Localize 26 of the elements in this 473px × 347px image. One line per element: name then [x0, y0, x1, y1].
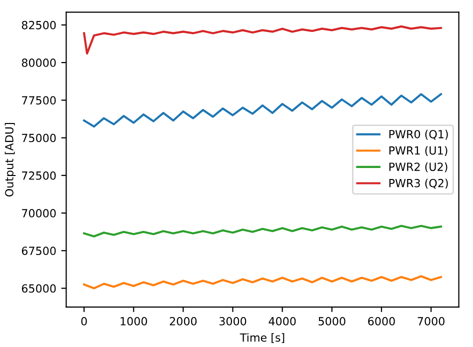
legend-label: PWR0 (Q1): [389, 130, 448, 140]
legend-label: PWR1 (U1): [389, 146, 448, 156]
line-series: [83, 224, 442, 238]
x-tick-label: 4000: [268, 317, 296, 326]
x-tick-label: 1000: [120, 317, 148, 326]
y-tick-label: 65000: [22, 284, 56, 293]
x-tick-label: 7000: [418, 317, 444, 326]
x-tick-label: 3000: [219, 317, 246, 326]
legend-label: PWR2 (U2): [389, 162, 448, 172]
y-tick-label: 72500: [22, 171, 56, 180]
y-tick-label: 77500: [22, 96, 56, 105]
x-axis-title: Time [s]: [240, 333, 284, 344]
y-tick-label: 82500: [22, 20, 56, 30]
line-series: [83, 275, 442, 290]
y-tick-label: 75000: [22, 134, 56, 142]
legend-label: PWR3 (Q2): [389, 178, 448, 189]
x-tick-label: 6000: [368, 317, 395, 326]
line-series: [83, 93, 442, 128]
x-tick-label: 5000: [318, 317, 346, 326]
y-tick-label: 67500: [22, 246, 56, 256]
line-series: [83, 25, 442, 55]
x-tick-label: 0: [81, 317, 87, 326]
y-tick-label: 80000: [22, 58, 56, 67]
x-tick-label: 2000: [170, 317, 197, 326]
y-tick-label: 70000: [22, 209, 56, 218]
y-axis-title: Output [ADU]: [4, 123, 16, 197]
